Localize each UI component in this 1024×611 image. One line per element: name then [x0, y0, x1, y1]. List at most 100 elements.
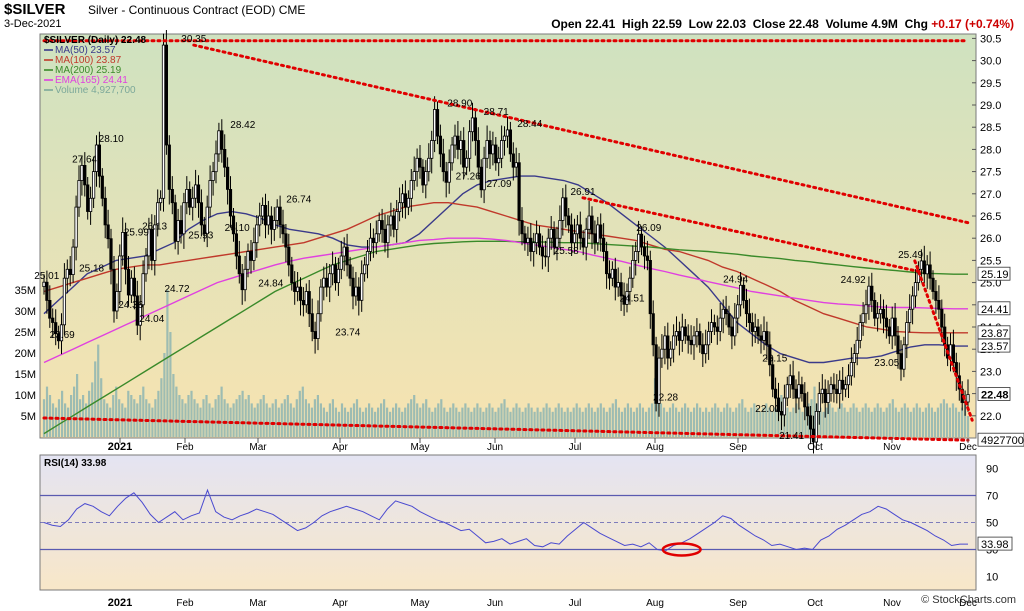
candle-body	[890, 317, 894, 337]
candle-body	[940, 308, 944, 328]
rsi-month-label: Apr	[332, 598, 348, 609]
volume-bar	[220, 386, 223, 437]
candle-body	[736, 304, 740, 319]
volume-bar	[214, 399, 217, 437]
candle-body	[129, 277, 133, 296]
candle-body	[392, 215, 396, 230]
candle-body	[278, 206, 282, 226]
volume-bar	[888, 403, 891, 437]
candle-body	[272, 220, 276, 230]
volume-bar	[226, 403, 229, 437]
volume-bar	[753, 403, 756, 437]
volume-bar	[843, 407, 846, 437]
volume-value: 4.9M	[871, 17, 898, 31]
candle-body	[441, 153, 445, 173]
candle-body	[351, 277, 355, 297]
price-annotation: 28.42	[230, 120, 255, 131]
volume-bar	[100, 378, 103, 437]
candle-body	[881, 308, 886, 319]
candle-body	[170, 188, 174, 204]
volume-bar	[587, 403, 590, 437]
volume-bar	[301, 386, 304, 437]
volume-bar	[235, 399, 238, 437]
candle-body	[173, 202, 177, 242]
volume-bar	[927, 403, 930, 437]
exchange-label: CME	[278, 3, 306, 17]
volume-tick-label: 10M	[15, 390, 36, 402]
candle-body	[100, 175, 104, 199]
volume-bar	[404, 407, 407, 437]
candle-body	[712, 322, 717, 328]
candle-body	[803, 393, 807, 408]
candle-body	[913, 282, 918, 297]
volume-bar	[476, 403, 479, 437]
volume-bar	[551, 411, 554, 437]
volume-bar	[112, 395, 115, 437]
volume-tick-label: 5M	[21, 411, 36, 423]
candle-body	[639, 233, 644, 248]
volume-bar	[217, 395, 220, 437]
candle-body	[211, 171, 215, 181]
candle-body	[97, 144, 101, 177]
candle-body	[179, 220, 183, 235]
candle-body	[447, 162, 451, 183]
volume-bar	[744, 407, 747, 437]
candle-body	[540, 246, 545, 257]
candle-body	[464, 157, 469, 168]
candle-body	[295, 286, 300, 292]
low-value: 22.03	[716, 17, 747, 31]
ohlc-summary: Open 22.41 High 22.59 Low 22.03 Close 22…	[551, 17, 1014, 31]
close-label: Close	[752, 17, 786, 31]
candle-body	[855, 339, 859, 354]
low-label: Low	[688, 17, 713, 31]
candle-body	[135, 295, 139, 326]
candle-body	[409, 180, 413, 199]
volume-bar	[602, 407, 605, 437]
volume-bar	[464, 403, 467, 437]
open-value: 22.41	[585, 17, 616, 31]
volume-bar	[717, 407, 720, 437]
volume-bar	[304, 399, 307, 437]
candle-body	[214, 153, 218, 173]
volume-bar	[735, 407, 738, 437]
volume-bar	[849, 407, 852, 437]
volume-bar	[184, 403, 187, 437]
candle-body	[476, 140, 480, 168]
price-tick-label: 30.0	[980, 56, 1001, 68]
candle-body	[841, 379, 845, 390]
legend-entry: MA(100) 23.87	[55, 55, 122, 66]
volume-bar	[259, 399, 262, 437]
volume-bar	[422, 403, 425, 437]
volume-bar	[512, 407, 515, 437]
candle-body	[846, 375, 851, 386]
candle-body	[301, 299, 306, 306]
volume-bar	[614, 399, 617, 437]
candle-body	[293, 282, 297, 292]
volume-bar	[139, 395, 142, 437]
candle-body	[966, 394, 970, 403]
volume-bar	[518, 407, 521, 437]
rsi-month-label: Oct	[807, 598, 823, 609]
candle-body	[744, 299, 749, 315]
volume-bar	[924, 407, 927, 437]
candle-body	[48, 299, 52, 319]
volume-bar	[738, 403, 741, 437]
price-annotation: 27.09	[486, 179, 511, 190]
candle-body	[873, 299, 877, 319]
candle-body	[263, 204, 268, 226]
volume-bar	[578, 407, 581, 437]
candle-body	[788, 375, 792, 386]
volume-bar	[283, 399, 286, 437]
volume-bar	[97, 344, 100, 437]
candle-body	[610, 268, 615, 279]
volume-bar	[954, 407, 958, 437]
price-tag-label: 24.41	[981, 304, 1009, 316]
candle-body	[406, 197, 411, 208]
volume-bar	[885, 407, 888, 437]
volume-bar	[386, 407, 389, 437]
volume-bar	[638, 403, 641, 437]
volume-bar	[662, 407, 666, 437]
month-label: May	[411, 442, 430, 453]
candle-body	[622, 295, 626, 305]
volume-bar	[855, 407, 858, 437]
